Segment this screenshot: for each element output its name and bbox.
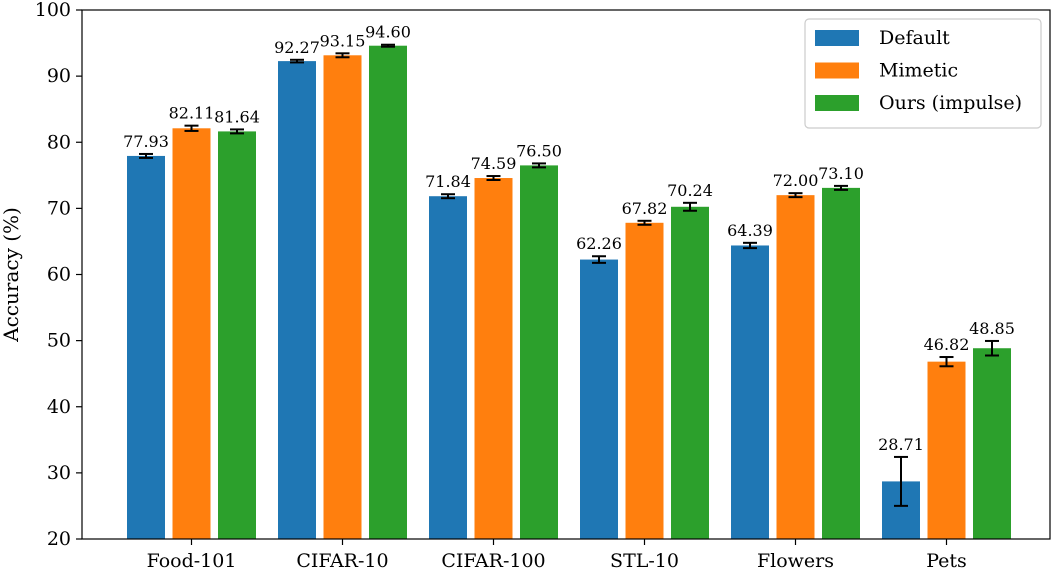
bar [474,178,513,539]
x-tick-label: Food-101 [147,550,237,572]
errorbars-layer [139,43,999,507]
legend-label: Ours (impulse) [879,92,1022,114]
bar [776,195,815,539]
y-tick-label: 70 [47,197,71,219]
bar [323,55,362,539]
x-tick-label: Pets [926,550,967,572]
bar [580,259,618,539]
legend-label: Mimetic [879,60,958,82]
data-label: 71.84 [425,172,471,191]
bar [278,61,316,539]
legend-label: Default [879,27,950,49]
bar [429,196,467,539]
bar [731,245,769,539]
data-label: 64.39 [727,221,773,240]
data-label: 72.00 [773,171,819,190]
y-tick-label: 60 [47,264,71,286]
y-tick-label: 90 [47,65,71,87]
bar [822,187,860,539]
bar [369,45,407,540]
bar [625,222,664,539]
x-tick-label: CIFAR-10 [296,550,388,572]
x-tick-label: CIFAR-100 [441,550,545,572]
data-label: 81.64 [214,107,260,126]
bar [218,131,256,539]
y-tick-label: 30 [47,462,71,484]
bar [973,348,1011,539]
legend-swatch [815,62,859,79]
data-label: 46.82 [924,335,970,354]
bar [172,128,211,540]
legend-box [804,18,1042,129]
y-tick-label: 50 [47,330,71,352]
legend-swatch [815,95,859,111]
legend: Default Mimetic Ours (impulse) [804,18,1042,129]
bar [927,361,966,539]
bars-layer [127,45,1011,540]
data-label: 73.10 [818,164,864,183]
data-label: 48.85 [969,319,1015,338]
y-axis-label: Accuracy (%) [0,207,23,343]
data-label: 76.50 [516,141,562,160]
data-label: 82.11 [169,104,215,123]
data-label: 62.26 [576,234,622,253]
x-tick-label: Flowers [757,550,834,572]
plot-frame [81,9,1051,540]
data-label: 28.71 [878,435,924,454]
y-tick-label: 20 [47,528,71,550]
data-label: 92.27 [274,38,320,57]
y-tick-label: 100 [35,0,71,21]
data-label: 94.60 [365,23,411,42]
bar [127,155,165,540]
y-tick-label: 80 [47,131,71,153]
data-label: 77.93 [123,132,169,151]
data-label: 74.59 [471,154,517,173]
x-tick-label: STL-10 [610,550,679,572]
bar [671,206,709,539]
y-tick-label: 40 [47,396,71,418]
bar [520,165,558,540]
data-label: 67.82 [622,199,668,218]
data-label: 70.24 [667,181,713,200]
data-label: 93.15 [320,31,366,50]
legend-swatch [815,30,859,46]
